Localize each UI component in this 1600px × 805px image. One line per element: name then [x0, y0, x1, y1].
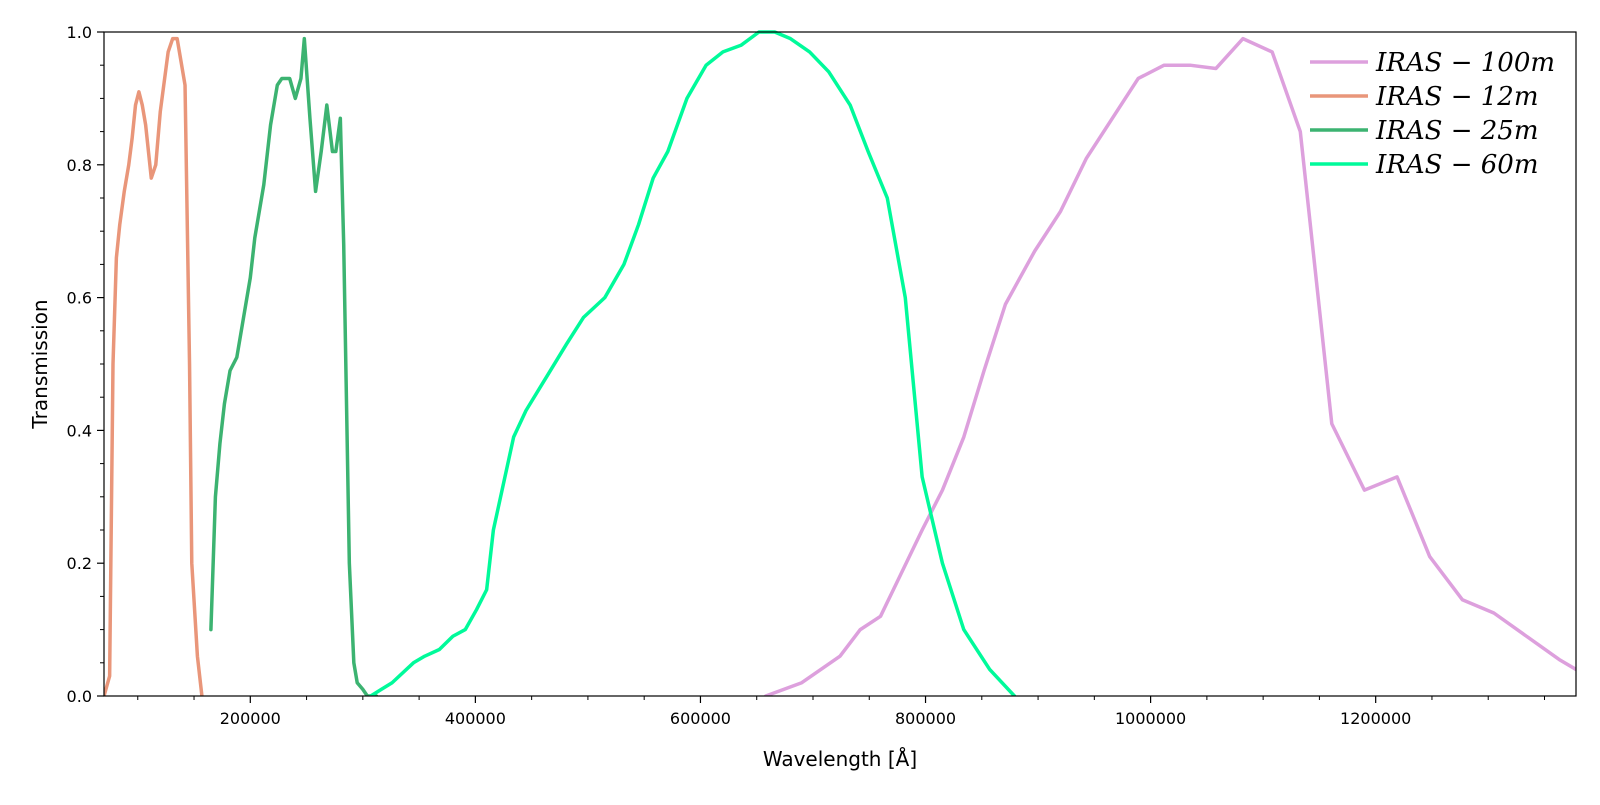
y-tick-label: 0.6: [67, 289, 92, 308]
y-tick-label: 0.4: [67, 421, 92, 440]
y-tick-label: 1.0: [67, 23, 92, 42]
y-tick-label: 0.2: [67, 554, 92, 573]
legend-label-2: IRAS − 25m: [1375, 116, 1539, 146]
x-tick-label: 800000: [895, 709, 956, 728]
series-line-2: [209, 36, 379, 696]
series-line-0: [763, 36, 1576, 696]
x-tick-label: 400000: [445, 709, 506, 728]
series-line-1: [104, 36, 204, 696]
x-tick-label: 200000: [220, 709, 281, 728]
x-tick-label: 1000000: [1115, 709, 1186, 728]
y-tick-label: 0.8: [67, 156, 92, 175]
x-axis-label: Wavelength [Å]: [763, 747, 917, 771]
legend-label-0: IRAS − 100m: [1375, 48, 1555, 78]
legend: IRAS − 100m IRAS − 12m IRAS − 25m IRAS − 60…: [1310, 48, 1555, 180]
series-line-3: [368, 30, 1017, 696]
y-tick-label: 0.0: [67, 687, 92, 706]
legend-label-3: IRAS − 60m: [1375, 150, 1539, 180]
y-axis-label: Transmission: [28, 299, 52, 429]
series-layer: [104, 30, 1576, 696]
legend-label-1: IRAS − 12m: [1375, 82, 1539, 112]
ticks-layer: 200000 400000 600000 800000 1000000 1200000 0.…: [67, 23, 1545, 728]
x-tick-label: 600000: [670, 709, 731, 728]
x-tick-label: 1200000: [1340, 709, 1411, 728]
